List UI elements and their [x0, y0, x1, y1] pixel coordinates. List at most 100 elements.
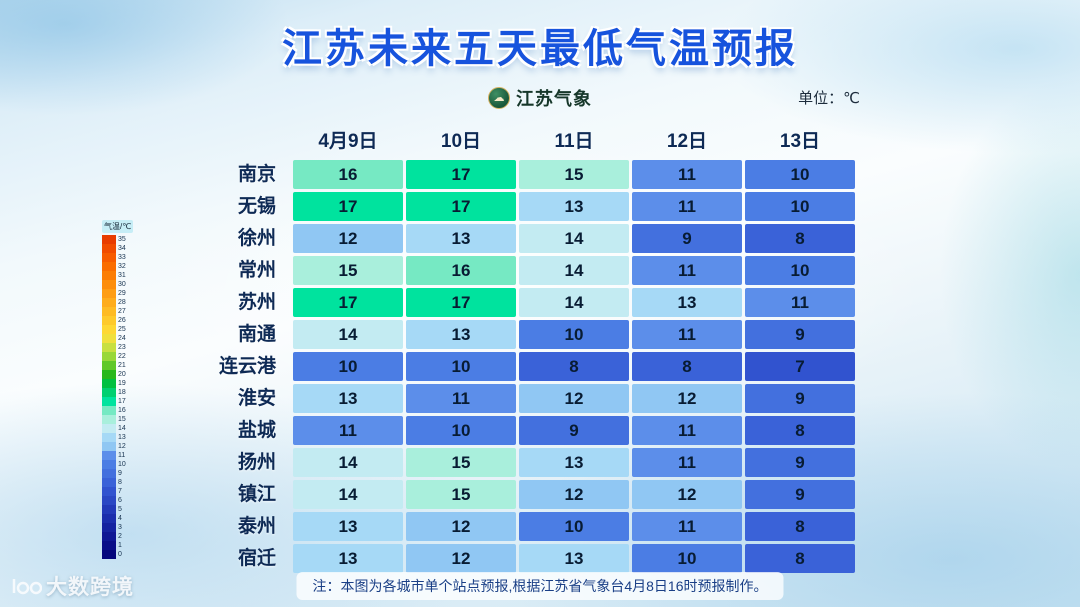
temperature-cell: 11 [632, 192, 742, 221]
row-header-city: 苏州 [237, 292, 276, 313]
column-header-date: 13日 [779, 131, 821, 152]
legend-value: 24 [118, 335, 126, 342]
temperature-cell: 14 [293, 320, 403, 349]
temperature-cell: 8 [745, 512, 855, 541]
legend-swatch [102, 415, 116, 424]
legend-entry: 31 [102, 271, 133, 280]
legend-swatch [102, 262, 116, 271]
temperature-cell: 9 [745, 384, 855, 413]
temperature-cell: 12 [632, 480, 742, 509]
legend-entry: 6 [102, 496, 133, 505]
legend-entry: 15 [102, 415, 133, 424]
temperature-cell: 12 [406, 512, 516, 541]
legend-swatch [102, 550, 116, 559]
legend-swatch [102, 406, 116, 415]
legend-swatch [102, 379, 116, 388]
legend-entry: 24 [102, 334, 133, 343]
row-header-city: 盐城 [237, 420, 276, 441]
row-header-city: 泰州 [237, 516, 276, 537]
legend-value: 19 [118, 380, 126, 387]
legend-swatch [102, 316, 116, 325]
temperature-cell: 13 [406, 224, 516, 253]
legend-swatch [102, 370, 116, 379]
legend-value: 2 [118, 533, 122, 540]
temperature-cell: 11 [632, 160, 742, 189]
legend-value: 17 [118, 398, 126, 405]
row-header-city: 淮安 [237, 388, 276, 409]
temperature-cell: 10 [745, 256, 855, 285]
temperature-cell: 14 [519, 224, 629, 253]
column-header-date: 12日 [666, 131, 708, 152]
legend-value: 22 [118, 353, 126, 360]
legend-value: 34 [118, 245, 126, 252]
temperature-cell: 10 [745, 192, 855, 221]
temperature-cell: 10 [519, 320, 629, 349]
row-header-city: 常州 [237, 260, 276, 281]
temperature-cell: 14 [519, 288, 629, 317]
legend-entry: 18 [102, 388, 133, 397]
temperature-cell: 14 [293, 480, 403, 509]
temperature-cell: 13 [519, 448, 629, 477]
legend-entry: 4 [102, 514, 133, 523]
legend-value: 16 [118, 407, 126, 414]
legend-entry: 2 [102, 532, 133, 541]
temperature-cell: 13 [519, 544, 629, 573]
legend-value: 4 [118, 515, 122, 522]
legend-value: 31 [118, 272, 126, 279]
temperature-cell: 9 [519, 416, 629, 445]
temperature-cell: 12 [632, 384, 742, 413]
temperature-cell: 17 [406, 288, 516, 317]
row-header-city: 南通 [237, 324, 276, 345]
legend-entry: 28 [102, 298, 133, 307]
temperature-cell: 15 [519, 160, 629, 189]
row-header-city: 无锡 [237, 196, 276, 217]
temperature-cell: 17 [293, 288, 403, 317]
legend-swatch [102, 280, 116, 289]
temperature-cell: 9 [745, 480, 855, 509]
temperature-cell: 12 [406, 544, 516, 573]
row-header-city: 连云港 [218, 356, 276, 377]
temperature-cell: 10 [519, 512, 629, 541]
legend-value: 28 [118, 299, 126, 306]
legend-value: 29 [118, 290, 126, 297]
jiangsu-meteorology-logo-icon: ☁ [488, 87, 510, 109]
temperature-cell: 8 [745, 544, 855, 573]
watermark: 大数跨境 [10, 571, 134, 601]
legend-entry: 12 [102, 442, 133, 451]
row-header-city: 宿迁 [237, 548, 276, 569]
legend-value: 33 [118, 254, 126, 261]
row-header-city: 镇江 [237, 484, 276, 505]
legend-entry: 11 [102, 451, 133, 460]
temperature-cell: 17 [406, 160, 516, 189]
legend-swatch [102, 334, 116, 343]
temperature-cell: 13 [519, 192, 629, 221]
legend-swatch [102, 460, 116, 469]
temperature-cell: 11 [745, 288, 855, 317]
legend-value: 6 [118, 497, 122, 504]
legend-title: 气温/℃ [102, 220, 134, 233]
temperature-cell: 11 [632, 416, 742, 445]
row-header-city: 南京 [237, 164, 276, 185]
legend-swatch [102, 523, 116, 532]
temperature-cell: 17 [406, 192, 516, 221]
legend-swatch [102, 361, 116, 370]
legend-value: 15 [118, 416, 126, 423]
legend-entry: 27 [102, 307, 133, 316]
legend-entry: 19 [102, 379, 133, 388]
legend-swatch [102, 478, 116, 487]
legend-entry: 21 [102, 361, 133, 370]
legend-value: 8 [118, 479, 122, 486]
temperature-cell: 11 [632, 512, 742, 541]
legend-entry: 22 [102, 352, 133, 361]
legend-swatch [102, 352, 116, 361]
legend-entry: 17 [102, 397, 133, 406]
legend-value: 30 [118, 281, 126, 288]
legend-swatch [102, 424, 116, 433]
legend-entry: 23 [102, 343, 133, 352]
temperature-cell: 10 [632, 544, 742, 573]
temperature-cell: 15 [406, 448, 516, 477]
legend-entry: 34 [102, 244, 133, 253]
watermark-text: 大数跨境 [46, 576, 134, 599]
legend-value: 32 [118, 263, 126, 270]
temperature-cell: 8 [745, 416, 855, 445]
